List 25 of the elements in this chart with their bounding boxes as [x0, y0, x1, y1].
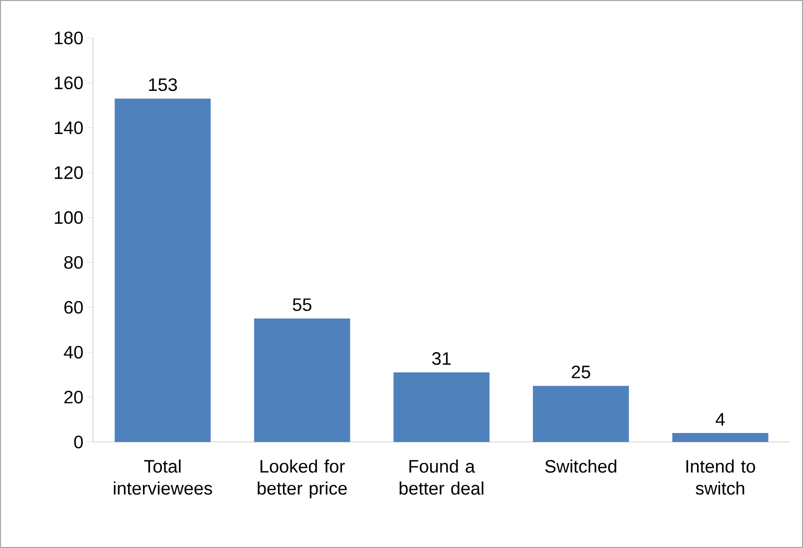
y-tick-label: 80: [64, 256, 83, 269]
data-label: 153: [149, 78, 177, 92]
x-tick-label: Intend to switch: [686, 460, 756, 495]
x-tick-label: Found a better deal: [400, 460, 484, 495]
bar: [672, 433, 768, 442]
bar: [394, 372, 490, 442]
y-tick-label: 0: [74, 436, 83, 448]
x-tick-label: Total interviewees: [114, 460, 212, 495]
x-tick-label: Looked for better price: [258, 460, 347, 498]
y-tick-label: 20: [64, 390, 83, 404]
bar: [254, 318, 350, 442]
bar: [114, 98, 211, 442]
y-tick-label: 60: [64, 300, 83, 314]
y-tick-label: 140: [54, 121, 83, 134]
data-label: 31: [432, 352, 451, 365]
data-label: 4: [716, 413, 725, 426]
bar: [532, 386, 629, 442]
data-label: 55: [292, 298, 312, 312]
y-tick-label: 40: [64, 346, 83, 359]
y-tick-label: 100: [54, 211, 83, 224]
y-tick-label: 180: [54, 32, 83, 44]
y-tick-label: 160: [54, 76, 83, 90]
y-tick-label: 120: [54, 166, 83, 180]
data-label: 25: [572, 366, 590, 378]
x-tick-label: Switched: [545, 460, 616, 473]
